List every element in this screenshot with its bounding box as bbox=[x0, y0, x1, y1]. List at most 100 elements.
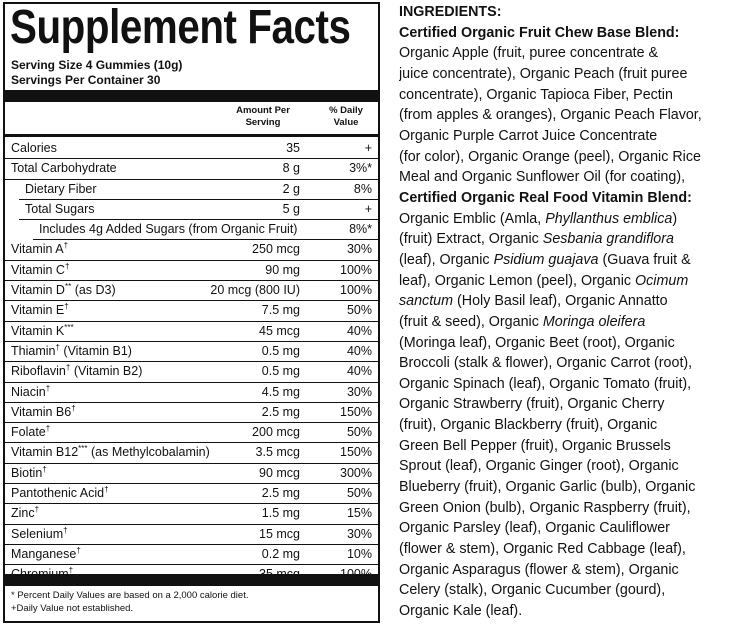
ingredient-text: Organic Spinach (leaf), Organic Tomato (… bbox=[399, 375, 692, 392]
nutrient-name: Vitamin D** (as D3) bbox=[11, 281, 116, 300]
nutrient-name: Thiamin† (Vitamin B1) bbox=[11, 342, 132, 361]
nutrient-row: Dietary Fiber 2 g 8% bbox=[19, 180, 378, 200]
ingredient-text: Ocimum bbox=[635, 272, 689, 289]
nutrient-name: Calories bbox=[11, 139, 57, 158]
thick-rule bbox=[5, 574, 378, 586]
ingredient-text: (fruit), Organic Blackberry (fruit), Org… bbox=[399, 417, 658, 434]
ingredient-text: Organic Parsley (leaf), Organic Cauliflo… bbox=[399, 520, 670, 537]
footnote-mark: † bbox=[68, 566, 74, 576]
amount: 90 mcg bbox=[259, 465, 300, 480]
ingredient-text: Psidium guajava bbox=[493, 251, 599, 268]
ingredient-line: (from apples & oranges), Organic Peach F… bbox=[399, 105, 733, 126]
nutrient-row: Vitamin C† 90 mg 100% bbox=[5, 261, 378, 282]
ingredient-text: Sesbania grandiflora bbox=[542, 231, 674, 248]
ingredient-line: INGREDIENTS: bbox=[399, 2, 733, 23]
nutrient-name: Pantothenic Acid† bbox=[11, 484, 109, 503]
amount: 2.5 mg bbox=[261, 486, 300, 501]
nutrient-row: Vitamin K*** 45 mcg 40% bbox=[5, 322, 378, 342]
ingredient-line: Green Onion (bulb), Organic Raspberry (f… bbox=[399, 498, 733, 519]
ingredient-text: Organic Emblic (Amla, bbox=[399, 210, 546, 227]
daily-value: 150% bbox=[340, 445, 372, 460]
nutrient-name: Vitamin B6† bbox=[11, 403, 76, 422]
ingredient-line: Celery (stalk), Organic Cucumber (gourd)… bbox=[399, 580, 733, 601]
nutrient-row: Folate† 200 mcg 50% bbox=[5, 423, 378, 444]
amount: 2.5 mg bbox=[261, 404, 300, 419]
ingredient-text: (from apples & oranges), Organic Peach F… bbox=[399, 107, 702, 124]
daily-value: 8% bbox=[353, 181, 372, 196]
ingredient-line: (Moringa leaf), Organic Beet (root), Org… bbox=[399, 333, 733, 354]
daily-value: 30% bbox=[346, 526, 372, 541]
amount-header: Amount Per Serving bbox=[236, 105, 290, 128]
ingredient-text: INGREDIENTS: bbox=[399, 4, 502, 20]
daily-value: 100% bbox=[340, 283, 372, 298]
nutrient-row: Total Sugars 5 g + bbox=[19, 200, 378, 221]
ingredient-text: Organic Asparagus (flower & stem), Organ… bbox=[399, 561, 679, 578]
nutrient-name: Total Carbohydrate bbox=[11, 159, 117, 178]
ingredient-line: Organic Purple Carrot Juice Concentrate bbox=[399, 126, 733, 147]
ingredient-text: Broccoli (stalk & flower), Organic Carro… bbox=[399, 355, 693, 372]
ingredient-line: Organic Asparagus (flower & stem), Organ… bbox=[399, 560, 733, 581]
ingredient-text: Certified Organic Fruit Chew Base Blend: bbox=[399, 24, 680, 41]
ingredient-text: (fruit) Extract, Organic bbox=[399, 231, 543, 248]
ingredient-text: (Guava fruit & bbox=[598, 251, 691, 268]
daily-value: 300% bbox=[340, 465, 372, 480]
daily-value: 10% bbox=[346, 546, 372, 561]
nutrient-name-text: Calories bbox=[11, 141, 57, 155]
nutrient-name: Zinc† bbox=[11, 504, 39, 523]
ingredient-text: Celery (stalk), Organic Cucumber (gourd)… bbox=[399, 582, 666, 599]
ingredient-line: (fruit), Organic Blackberry (fruit), Org… bbox=[399, 415, 733, 436]
nutrient-name-text: Total Carbohydrate bbox=[11, 161, 117, 176]
amount: 4.5 mg bbox=[261, 384, 300, 399]
nutrient-name: Total Sugars bbox=[25, 200, 94, 219]
ingredient-line: Organic Spinach (leaf), Organic Tomato (… bbox=[399, 374, 733, 395]
nutrient-row: Biotin† 90 mcg 300% bbox=[5, 464, 378, 485]
nutrient-row: Vitamin D** (as D3) 20 mcg (800 IU) 100% bbox=[5, 281, 378, 302]
nutrient-name-text: Niacin bbox=[11, 384, 46, 399]
ingredient-text: concentrate), Organic Tapioca Fiber, Pec… bbox=[399, 86, 673, 103]
nutrient-name-text: Vitamin B6 bbox=[11, 404, 72, 419]
nutrient-name-text: Manganese bbox=[11, 546, 77, 561]
nutrient-name-text: Total Sugars bbox=[25, 201, 95, 216]
nutrient-name-text: Vitamin E bbox=[11, 303, 65, 318]
nutrient-row: Total Carbohydrate 8 g 3%* bbox=[5, 159, 378, 180]
nutrient-name-text: Vitamin B12 bbox=[11, 445, 79, 460]
amount: 0.2 mg bbox=[261, 546, 300, 561]
ingredient-line: juice concentrate), Organic Peach (fruit… bbox=[399, 64, 733, 85]
ingredient-line: leaf), Organic Lemon (peel), Organic Oci… bbox=[399, 271, 733, 292]
nutrient-name-text: Vitamin D bbox=[11, 283, 65, 298]
amount: 5 g bbox=[282, 201, 300, 216]
nutrient-note: (Vitamin B1) bbox=[63, 343, 132, 358]
footnote-mark: † bbox=[104, 484, 109, 494]
nutrient-name-text: Biotin bbox=[11, 465, 43, 480]
nutrient-row: Vitamin E† 7.5 mg 50% bbox=[5, 301, 378, 322]
ingredient-text: ) bbox=[672, 210, 678, 227]
nutrient-name-text: Thiamin bbox=[11, 343, 56, 358]
ingredient-text: (Holy Basil leaf), Organic Annatto bbox=[453, 293, 668, 310]
ingredient-line: (flower & stem), Organic Red Cabbage (le… bbox=[399, 539, 733, 560]
daily-value: 30% bbox=[346, 242, 372, 257]
amount: 200 mcg bbox=[252, 425, 300, 440]
dv-header: % Daily Value bbox=[329, 105, 363, 128]
ingredient-text: Moringa oleifera bbox=[542, 313, 646, 330]
daily-value: 15% bbox=[346, 506, 372, 521]
footnote-mark: † bbox=[64, 261, 70, 271]
ingredient-text: juice concentrate), Organic Peach (fruit… bbox=[399, 65, 688, 82]
nutrient-name: Folate† bbox=[11, 423, 50, 442]
ingredient-text: Green Onion (bulb), Organic Raspberry (f… bbox=[399, 499, 691, 516]
nutrient-row: Calories 35 + bbox=[5, 139, 378, 160]
ingredient-text: Blueberry (fruit), Organic Garlic (bulb)… bbox=[399, 479, 696, 496]
nutrient-name: Vitamin C† bbox=[11, 261, 69, 280]
ingredient-line: (fruit & seed), Organic Moringa oleifera bbox=[399, 312, 733, 333]
daily-value: 50% bbox=[346, 303, 372, 318]
ingredient-text: sanctum bbox=[399, 293, 454, 310]
nutrient-name: Riboflavin† (Vitamin B2) bbox=[11, 362, 142, 381]
nutrient-name: Vitamin E† bbox=[11, 301, 69, 320]
nutrient-row: Includes 4g Added Sugars (from Organic F… bbox=[33, 220, 378, 241]
amount: 250 mcg bbox=[252, 242, 300, 257]
nutrient-name: Biotin† bbox=[11, 464, 47, 483]
amount: 2 g bbox=[282, 181, 300, 196]
daily-value: 30% bbox=[346, 384, 372, 399]
ingredient-text: Sprout (leaf), Organic Ginger (root), Or… bbox=[399, 458, 679, 475]
daily-value: 3%* bbox=[349, 161, 372, 176]
footnote: +Daily Value not established. bbox=[11, 603, 134, 614]
